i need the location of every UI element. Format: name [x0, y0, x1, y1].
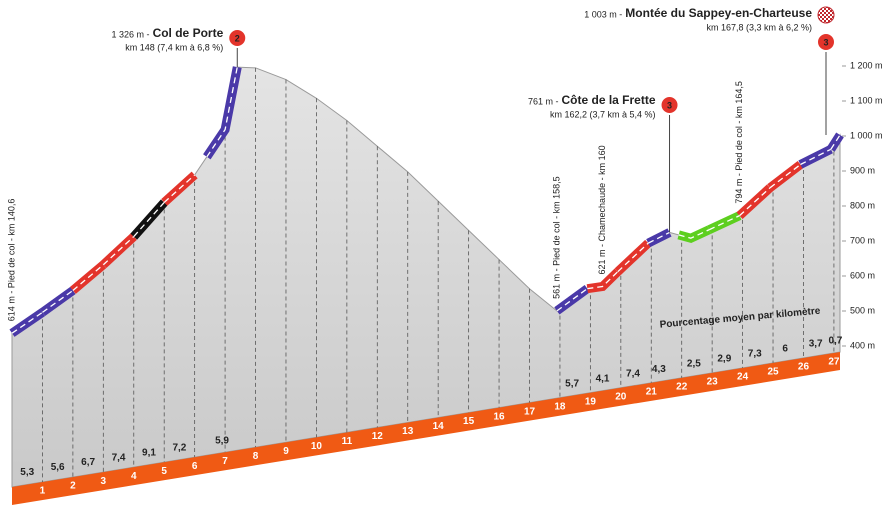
climb-name: Côte de la Frette — [561, 93, 655, 107]
km-label: 27 — [828, 357, 840, 368]
gradient-label: 9,1 — [142, 447, 156, 458]
gradient-label: 7,3 — [748, 349, 762, 360]
km-label: 10 — [311, 441, 323, 452]
climb-altitude: 1 326 m - — [112, 29, 150, 39]
y-tick-label: 1 100 m — [850, 95, 883, 105]
category-badge — [816, 32, 836, 52]
gradient-label: 2,9 — [717, 354, 731, 365]
km-label: 15 — [463, 416, 475, 427]
gradient-label: 6,7 — [81, 457, 95, 468]
km-label: 2 — [70, 481, 76, 492]
gradient-centerline — [206, 66, 238, 158]
gradient-centerline — [617, 242, 649, 273]
y-tick-label: 400 m — [850, 340, 875, 350]
km-label: 6 — [192, 461, 198, 472]
km-label: 11 — [342, 436, 353, 447]
gradient-centerline — [739, 187, 771, 217]
gradient-label: 7,4 — [112, 452, 126, 463]
gradient-label: 7,2 — [172, 442, 186, 453]
gradient-centerline — [830, 134, 841, 150]
gradient-centerline — [587, 271, 619, 290]
y-tick-label: 500 m — [850, 305, 875, 315]
climb-detail: km 162,2 (3,7 km à 5,4 %) — [550, 109, 656, 119]
climb-detail: km 148 (7,4 km à 6,8 %) — [125, 42, 223, 52]
km-label: 19 — [585, 396, 597, 407]
km-label: 1 — [40, 486, 46, 497]
km-label: 4 — [131, 471, 137, 482]
km-label: 26 — [798, 362, 810, 373]
km-label: 16 — [493, 411, 505, 422]
gradient-label: 3,7 — [809, 339, 823, 350]
gradient-label: 7,4 — [626, 368, 640, 379]
gradient-centerline — [678, 229, 710, 239]
gradient-centerline — [42, 289, 74, 313]
km-label: 9 — [283, 446, 289, 457]
gradient-centerline — [11, 311, 43, 334]
climb-name: Col de Porte — [153, 26, 224, 40]
gradient-label: 4,1 — [596, 373, 610, 384]
km-label: 13 — [402, 426, 414, 437]
km-label: 5 — [161, 466, 167, 477]
km-label: 3 — [101, 476, 107, 487]
km-label: 12 — [372, 431, 384, 442]
y-tick-label: 900 m — [850, 165, 875, 175]
gradient-label: 0,7 — [828, 335, 842, 346]
km-label: 22 — [676, 381, 688, 392]
km-label: 14 — [433, 421, 445, 432]
km-label: 23 — [707, 377, 719, 388]
gradient-label: 5,9 — [215, 435, 229, 446]
category-badge — [659, 95, 680, 115]
gradient-centerline — [708, 215, 740, 231]
gradient-label: 5,6 — [51, 462, 65, 473]
climb-name: Montée du Sappey-en-Charteuse — [625, 6, 812, 20]
point-label: 794 m - Pied de col - km 164,5 — [734, 81, 744, 204]
gradient-label: 2,5 — [687, 358, 701, 369]
climb-altitude: 761 m - — [528, 96, 559, 106]
gradient-centerline — [800, 148, 832, 166]
km-label: 8 — [253, 451, 259, 462]
y-tick-label: 1 200 m — [850, 60, 883, 70]
km-label: 17 — [524, 406, 536, 417]
category-badge — [227, 28, 248, 48]
category-number: 2 — [235, 33, 240, 43]
gradient-centerline — [769, 164, 801, 189]
km-label: 25 — [767, 367, 779, 378]
point-label: 561 m - Pied de col - km 158,5 — [551, 176, 561, 299]
y-tick-label: 1 000 m — [850, 130, 883, 140]
gradient-label: 5,7 — [565, 378, 579, 389]
point-label: 614 m - Pied de col - km 140,6 — [6, 199, 16, 322]
distance-band — [12, 352, 840, 505]
y-tick-label: 700 m — [850, 235, 875, 245]
gradient-label: 4,3 — [652, 364, 666, 375]
category-number: 3 — [823, 37, 828, 47]
gradient-centerline — [647, 231, 670, 244]
gradient-centerline — [72, 264, 104, 291]
finish-flag — [817, 6, 835, 24]
gradient-centerline — [556, 288, 588, 312]
y-tick-label: 800 m — [850, 200, 875, 210]
km-label: 20 — [615, 391, 627, 402]
category-number: 3 — [667, 100, 672, 110]
km-label: 18 — [554, 401, 566, 412]
point-label: 621 m - Chamechaude - km 160 — [597, 145, 607, 274]
km-label: 21 — [646, 386, 658, 397]
climb-altitude: 1 003 m - — [584, 9, 622, 19]
y-tick-label: 600 m — [850, 270, 875, 280]
gradient-centerline — [102, 236, 135, 266]
climb-detail: km 167,8 (3,3 km à 6,2 %) — [706, 22, 812, 32]
km-label: 24 — [737, 372, 749, 383]
gradient-label: 6 — [782, 344, 788, 355]
gradient-centerline — [163, 174, 196, 203]
gradient-label: 5,3 — [20, 467, 34, 478]
km-label: 7 — [222, 456, 228, 467]
gradient-centerline — [133, 202, 165, 238]
